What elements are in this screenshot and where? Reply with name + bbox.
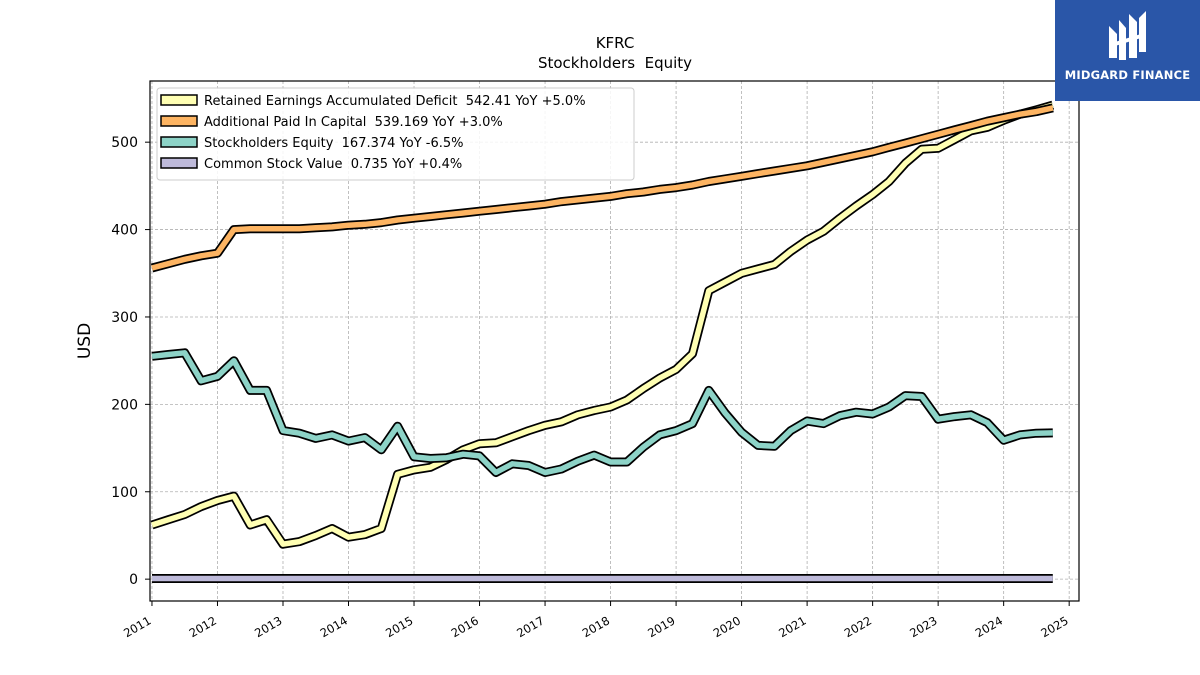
y-axis-label: USD <box>75 323 95 359</box>
series-line <box>151 105 1054 271</box>
legend-entry: Retained Earnings Accumulated Deficit 54… <box>204 94 586 109</box>
y-tick-label: 100 <box>111 485 138 501</box>
x-tick-label: 2016 <box>449 613 481 640</box>
legend-swatch <box>160 94 198 106</box>
x-tick-label: 2017 <box>514 613 546 640</box>
y-tick-label: 0 <box>129 572 138 588</box>
legend-box <box>156 87 635 181</box>
x-tick-label: 2023 <box>907 613 939 640</box>
x-tick-label: 2019 <box>645 613 677 640</box>
legend-entry: Stockholders Equity 167.374 YoY -6.5% <box>204 136 464 151</box>
series-line <box>151 350 1053 476</box>
legend-swatch <box>160 115 198 127</box>
x-tick-label: 2011 <box>121 613 153 640</box>
legend-swatch <box>160 136 198 148</box>
legend-swatch <box>160 157 198 169</box>
x-tick-label: 2013 <box>252 613 284 640</box>
x-tick-label: 2018 <box>580 613 612 640</box>
midgard-logo-icon <box>1109 11 1146 60</box>
x-tick-label: 2020 <box>711 613 743 640</box>
series-2 <box>150 103 1054 273</box>
y-tick-label: 500 <box>111 135 138 151</box>
series-3 <box>151 348 1053 477</box>
y-tick-label: 200 <box>111 397 138 413</box>
x-tick-label: 2014 <box>318 613 350 640</box>
logo-text: MIDGARD FINANCE <box>1064 68 1191 82</box>
x-tick-label: 2021 <box>776 613 808 640</box>
series-1 <box>150 100 1055 549</box>
chart-subtitle: Stockholders Equity <box>538 54 692 72</box>
legend: Retained Earnings Accumulated Deficit 54… <box>156 87 635 181</box>
series-layer <box>150 100 1055 583</box>
chart-title: KFRC <box>596 34 635 52</box>
brand-logo: MIDGARD FINANCE <box>1055 0 1200 101</box>
y-tick-label: 300 <box>111 310 138 326</box>
legend-entry: Additional Paid In Capital 539.169 YoY +… <box>204 115 503 130</box>
x-tick-label: 2022 <box>842 613 874 640</box>
plot-frame <box>149 80 1080 602</box>
series-line <box>151 102 1054 547</box>
x-tick-label: 2015 <box>383 613 415 640</box>
x-tick-label: 2012 <box>187 613 219 640</box>
x-tick-label: 2025 <box>1038 613 1070 640</box>
x-tick-label: 2024 <box>973 613 1005 640</box>
legend-entry: Common Stock Value 0.735 YoY +0.4% <box>204 157 462 172</box>
y-tick-label: 400 <box>111 223 138 239</box>
